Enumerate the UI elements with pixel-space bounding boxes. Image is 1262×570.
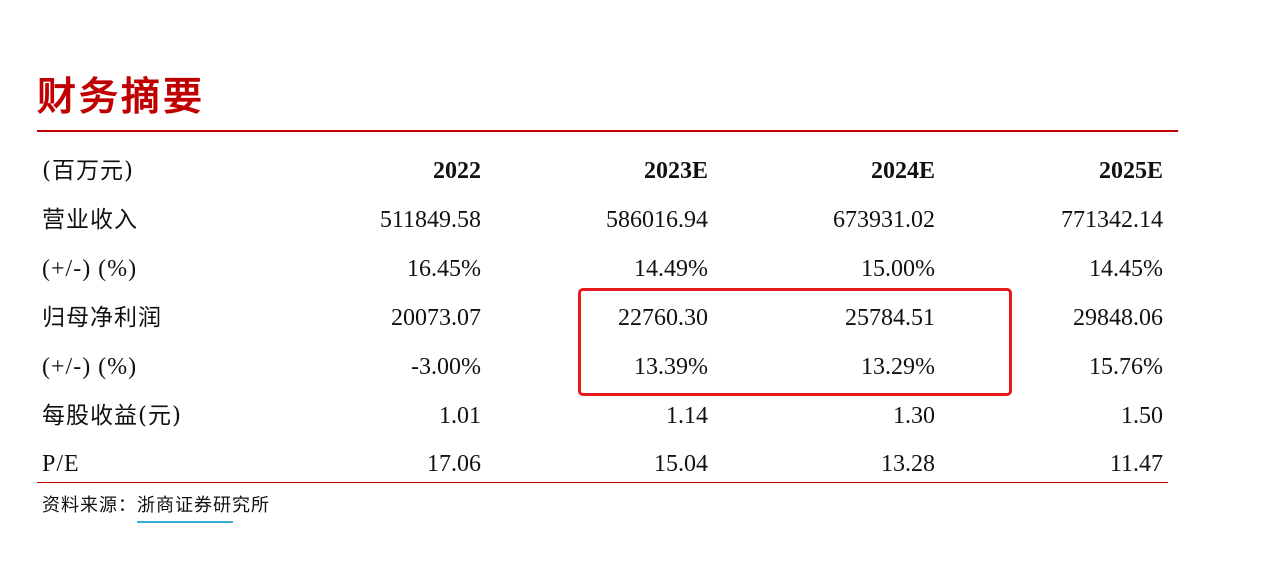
row-label: 营业收入 bbox=[42, 207, 138, 233]
header-year-2022: 2022 bbox=[433, 158, 481, 184]
table-cell: 586016.94 bbox=[606, 207, 708, 233]
table-cell: 15.76% bbox=[1089, 354, 1163, 380]
table-cell: 14.49% bbox=[634, 256, 708, 282]
table-cell: 13.28 bbox=[881, 451, 935, 477]
row-label: (+/-) (%) bbox=[42, 354, 138, 380]
table-cell: 1.50 bbox=[1121, 403, 1163, 429]
source-note: 资料来源：浙商证券 研究所 bbox=[42, 492, 270, 523]
source-org-name: 浙商证券 bbox=[137, 495, 213, 516]
table-cell: 771342.14 bbox=[1061, 207, 1163, 233]
header-year-2024e: 2024E bbox=[870, 158, 935, 184]
page-title: 财务摘要 bbox=[37, 74, 206, 120]
header-year-2025e: 2025E bbox=[1098, 158, 1163, 184]
source-org-underline bbox=[137, 521, 233, 523]
source-prefix: 资料来源： bbox=[42, 495, 137, 516]
table-cell: 25784.51 bbox=[845, 305, 935, 331]
row-label: 归母净利润 bbox=[42, 305, 162, 331]
table-cell: -3.00% bbox=[411, 354, 481, 380]
table-cell: 20073.07 bbox=[391, 305, 481, 331]
table-cell: 17.06 bbox=[427, 451, 481, 477]
table-cell: 14.45% bbox=[1089, 256, 1163, 282]
table-row-revenue-growth: (+/-) (%) 16.45% 14.49% 15.00% 14.45% bbox=[0, 245, 1262, 294]
table-row-net-profit-growth: (+/-) (%) -3.00% 13.39% 13.29% 15.76% bbox=[0, 343, 1262, 392]
highlight-box bbox=[578, 288, 1012, 396]
table-row-eps: 每股收益(元) 1.01 1.14 1.30 1.50 bbox=[0, 392, 1262, 441]
table-cell: 16.45% bbox=[407, 256, 481, 282]
title-divider bbox=[37, 130, 1178, 132]
row-label: 每股收益(元) bbox=[42, 403, 182, 429]
row-label: P/E bbox=[42, 451, 80, 477]
source-org: 浙商证券 bbox=[137, 492, 233, 523]
table-bottom-rule bbox=[37, 482, 1168, 483]
table-cell: 673931.02 bbox=[833, 207, 935, 233]
table-header-row: (百万元) 2022 2023E 2024E 2025E bbox=[0, 147, 1262, 196]
source-suffix: 研究所 bbox=[213, 495, 270, 516]
table-cell: 511849.58 bbox=[379, 207, 481, 233]
table-cell: 1.30 bbox=[893, 403, 935, 429]
table-row-revenue: 营业收入 511849.58 586016.94 673931.02 77134… bbox=[0, 196, 1262, 245]
table-cell: 15.04 bbox=[654, 451, 708, 477]
table-cell: 13.29% bbox=[861, 354, 935, 380]
table-cell: 1.01 bbox=[439, 403, 481, 429]
table-cell: 22760.30 bbox=[618, 305, 708, 331]
table-cell: 11.47 bbox=[1109, 451, 1163, 477]
table-row-pe: P/E 17.06 15.04 13.28 11.47 bbox=[0, 440, 1262, 489]
table-cell: 13.39% bbox=[634, 354, 708, 380]
table-cell: 29848.06 bbox=[1073, 305, 1163, 331]
header-year-2023e: 2023E bbox=[643, 158, 708, 184]
table-row-net-profit: 归母净利润 20073.07 22760.30 25784.51 29848.0… bbox=[0, 294, 1262, 343]
header-unit-label: (百万元) bbox=[42, 158, 134, 184]
table-cell: 15.00% bbox=[861, 256, 935, 282]
table-cell: 1.14 bbox=[666, 403, 708, 429]
row-label: (+/-) (%) bbox=[42, 256, 138, 282]
